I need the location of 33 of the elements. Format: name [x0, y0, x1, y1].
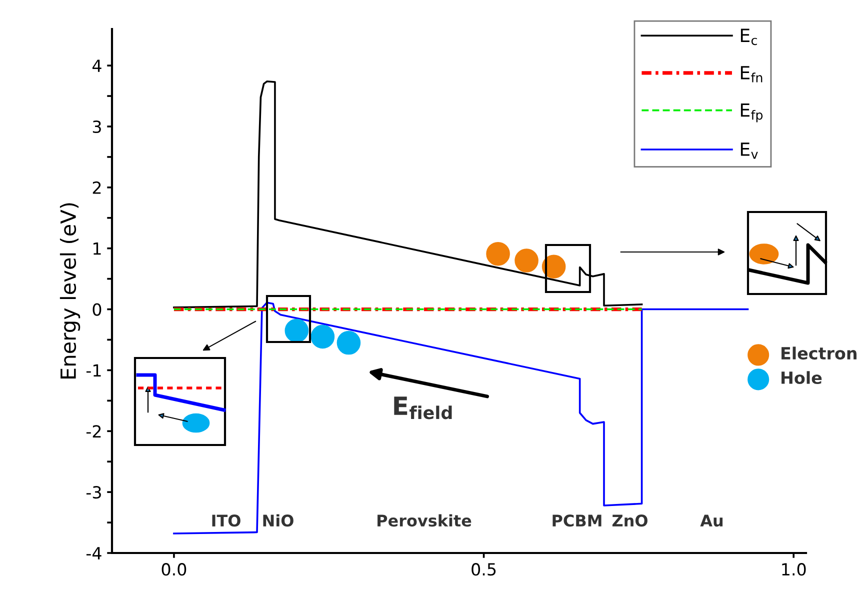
y-tick-label: 2 — [92, 181, 101, 194]
legend-label: E$_{fn}$ — [740, 66, 762, 82]
point — [336, 330, 361, 355]
y-axis-title: Energy level (eV) — [60, 203, 80, 378]
annotation: ITO — [212, 514, 240, 527]
x-tick-label: 0.0 — [162, 563, 186, 576]
annotation: Perovskite — [378, 514, 472, 527]
point — [486, 242, 510, 266]
y-tick-label: 4 — [92, 60, 102, 72]
annotation: Au — [700, 514, 723, 527]
x-tick-label: 0.5 — [472, 563, 496, 576]
line-series — [173, 302, 749, 534]
y-tick-label: -1 — [86, 364, 101, 377]
y-tick-label: 1 — [94, 242, 101, 255]
y-tick-label: -2 — [86, 425, 101, 438]
y-tick-label: -4 — [86, 547, 102, 560]
line-series — [173, 80, 643, 308]
y-tick-label: 3 — [92, 120, 101, 134]
y-tick-label: -3 — [86, 486, 101, 499]
x-tick-label: 1.0 — [782, 563, 806, 576]
legend-label: E$_{c}$ — [740, 28, 757, 46]
point — [514, 248, 538, 272]
legend-label: Electron — [782, 346, 856, 360]
y-tick-label: 0 — [92, 303, 102, 316]
legend-label: E$_{fp}$ — [740, 103, 763, 122]
legend-label: Hole — [782, 371, 822, 384]
annotation: E$_{field}$ — [394, 396, 452, 420]
point — [310, 324, 335, 349]
legend-label: E$_{v}$ — [740, 142, 758, 159]
annotation: NiO — [263, 514, 294, 527]
annotation: PCBM — [552, 514, 602, 527]
point — [542, 254, 566, 279]
annotation: ZnO — [612, 514, 648, 527]
